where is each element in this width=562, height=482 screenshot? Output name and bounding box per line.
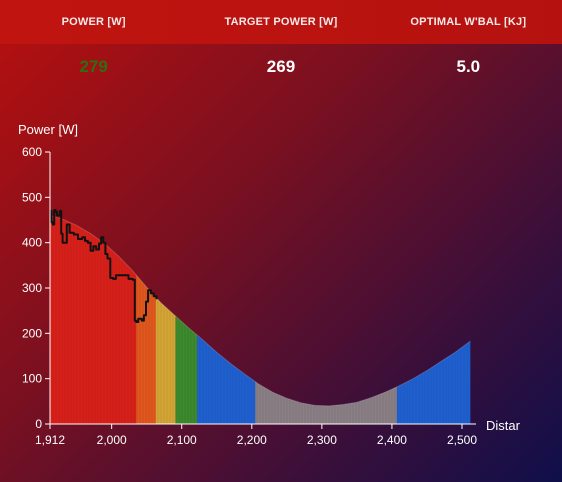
x-tick-label: 2,200 [237,433,267,447]
power-zone-5 [255,215,398,424]
chart-axes: 0 100 200 300 400 500 600 1,912 2,000 2,100 2,200 2… [22,145,477,447]
y-tick-label: 500 [22,190,42,204]
optimal-wbal-metric-label: OPTIMAL W'BAL [KJ] [410,16,527,28]
x-tick-label: 1,912 [35,433,65,447]
y-tick-label: 600 [22,145,42,159]
target-power-metric-label: TARGET POWER [W] [224,16,338,28]
x-tick-label: 2,000 [97,433,127,447]
y-tick-label: 300 [22,281,42,295]
power-trace-line [50,209,158,323]
zone-stripes [50,215,471,424]
power-metric-value: 279 [79,57,108,76]
y-axis-title: Power [W] [18,122,78,137]
target-power-metric-value: 269 [266,57,296,76]
x-tick-label: 2,400 [377,433,407,447]
optimal-wbal-metric-value: 5.0 [456,57,481,76]
x-axis-title: Distar [486,418,521,433]
y-tick-label: 200 [22,326,42,340]
metrics-header: POWER [W] TARGET POWER [W] OPTIMAL W'BAL… [0,0,562,44]
y-tick-label: 400 [22,236,42,250]
y-tick-label: 100 [22,372,42,386]
x-tick-label: 2,100 [167,433,197,447]
power-metric-label: POWER [W] [61,16,126,28]
x-tick-label: 2,300 [307,433,337,447]
metrics-values: 279 269 5.0 [0,52,562,82]
target-power-curve [49,215,471,407]
y-tick-label: 0 [35,417,42,431]
x-tick-label: 2,500 [447,433,477,447]
